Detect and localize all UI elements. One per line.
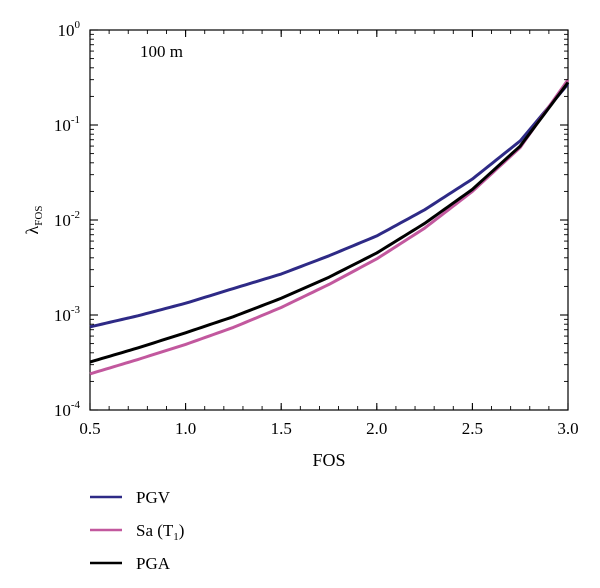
series-line-pgv <box>89 83 570 329</box>
x-tick-label: 3.0 <box>557 419 578 438</box>
y-tick-label: 10-1 <box>54 114 80 135</box>
legend-label: PGV <box>136 488 171 507</box>
y-tick-label: 100 <box>58 19 81 40</box>
y-axis-label-sub: FOS <box>33 206 45 226</box>
series-line-sa <box>89 78 570 376</box>
series-line-pga <box>89 81 570 364</box>
x-tick-label: 0.5 <box>79 419 100 438</box>
x-tick-label: 2.5 <box>462 419 483 438</box>
ticks-layer: 0.5 1.0 1.5 2.0 2.5 3.0 100 10-1 10-2 10-3 10-4 <box>54 19 579 438</box>
legend: PGV Sa (T1) PGA <box>90 488 184 573</box>
annotation-label: 100 m <box>140 42 183 61</box>
legend-label: Sa (T1) <box>136 521 184 543</box>
x-tick-label: 1.5 <box>271 419 292 438</box>
y-axis-label-main: λ <box>22 225 42 234</box>
y-axis-label: λFOS <box>22 206 45 235</box>
x-tick-label: 1.0 <box>175 419 196 438</box>
legend-label: PGA <box>136 554 171 573</box>
y-tick-label: 10-4 <box>54 399 81 420</box>
plot-area: 0.5 1.0 1.5 2.0 2.5 3.0 100 10-1 10-2 10-3 10-4 10… <box>54 19 579 438</box>
series-layer <box>89 78 570 376</box>
x-tick-label: 2.0 <box>366 419 387 438</box>
y-tick-label: 10-2 <box>54 209 80 230</box>
x-axis-label: FOS <box>312 450 345 470</box>
y-tick-label: 10-3 <box>54 304 81 325</box>
